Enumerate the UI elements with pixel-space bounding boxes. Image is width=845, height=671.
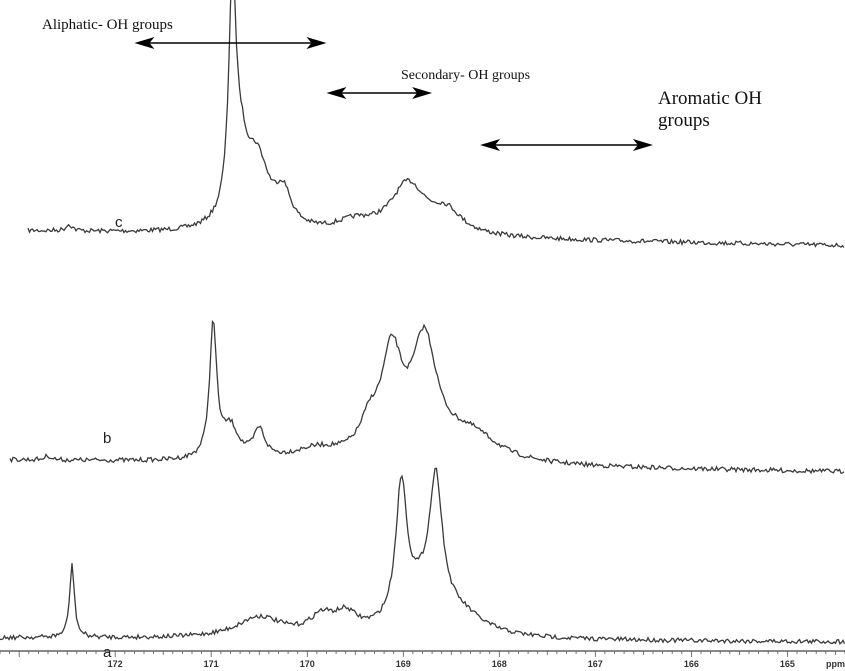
trace-labels: c b a [103, 214, 123, 661]
x-tick-label: 168 [492, 659, 507, 669]
range-arrow-3 [480, 139, 653, 151]
x-tick-label: 165 [780, 659, 795, 669]
spectrum-trace-b [9, 319, 845, 475]
range-annotations: Aliphatic- OH groups Secondary- OH groups… [42, 17, 762, 151]
range-label-3-line2: groups [658, 110, 710, 131]
trace-label-c: c [115, 214, 123, 231]
range-label-3: Aromatic OH [658, 88, 762, 109]
range-label-1: Aliphatic- OH groups [42, 17, 173, 33]
trace-label-b: b [103, 430, 111, 447]
spectrum-trace-c [27, 0, 845, 248]
x-tick-label: 167 [588, 659, 603, 669]
x-tick-label: 170 [300, 659, 315, 669]
x-axis-unit-label: ppm [826, 659, 845, 669]
trace-label-a: a [103, 644, 112, 661]
x-tick-label: 172 [108, 659, 123, 669]
range-label-2: Secondary- OH groups [401, 68, 530, 83]
spectrum-trace-a [0, 467, 845, 645]
x-tick-label: 169 [396, 659, 411, 669]
range-arrow-2 [326, 87, 433, 99]
x-tick-label: 166 [684, 659, 699, 669]
spectra-traces [0, 0, 845, 645]
range-arrow-1 [134, 37, 327, 49]
x-axis: 172 171 170 169 168 167 166 165 ppm [0, 650, 845, 669]
x-tick-label: 171 [204, 659, 219, 669]
